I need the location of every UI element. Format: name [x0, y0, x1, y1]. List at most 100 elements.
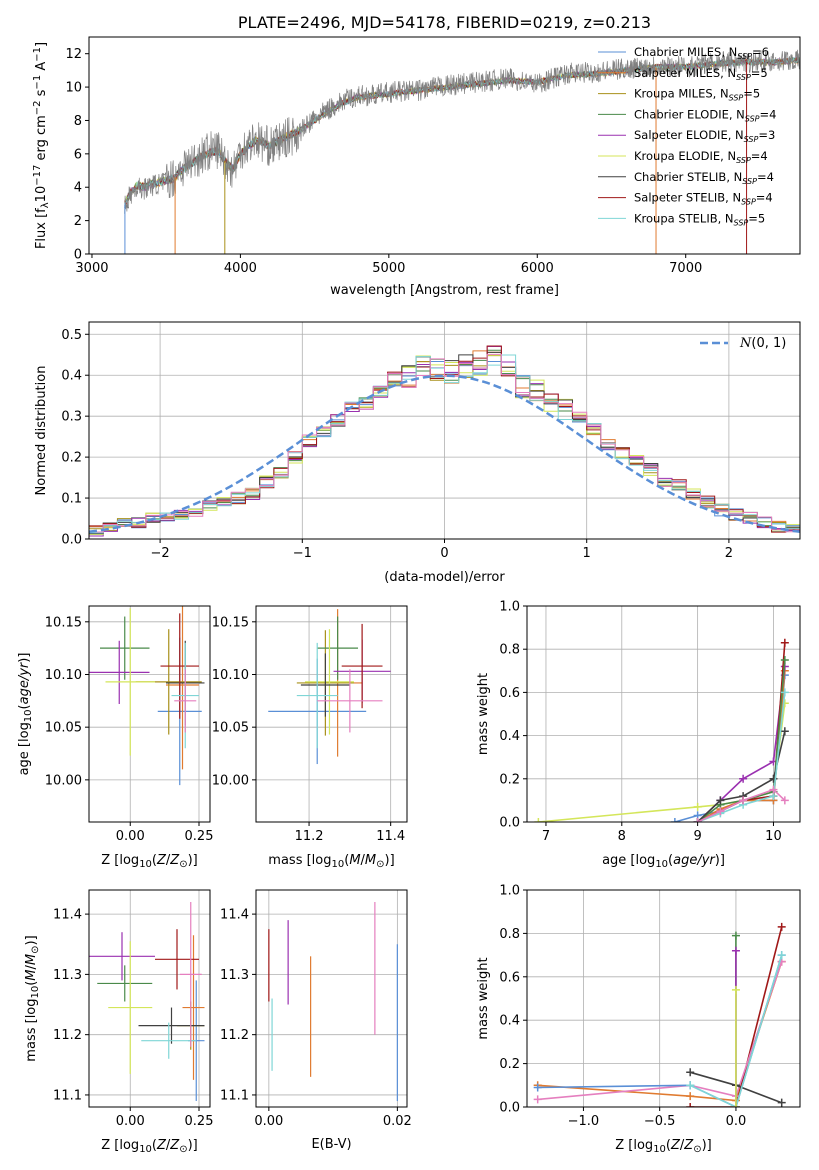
- y-tick-label: 0.0: [499, 816, 520, 831]
- y-tick-label: 4: [74, 181, 82, 196]
- y-tick-label: 10.15: [45, 615, 82, 630]
- x-tick-label: 0.00: [116, 829, 145, 844]
- x-tick-label: 0: [440, 546, 448, 561]
- mass-vs-z-x-axis-label: Z [log10(Z/Z⊙)]: [101, 1138, 198, 1155]
- weight-marker: [739, 774, 748, 783]
- x-tick-label: 2: [725, 546, 733, 561]
- y-tick-label: 11.4: [53, 908, 82, 923]
- y-tick-label: 11.2: [53, 1028, 82, 1043]
- x-tick-label: 7: [542, 829, 550, 844]
- weight-marker: [731, 985, 740, 994]
- y-tick-label: 12: [65, 47, 82, 62]
- y-tick-label: 6: [74, 147, 82, 162]
- spectrum-x-axis-label: wavelength [Angstrom, rest frame]: [330, 283, 559, 298]
- histogram-series: [89, 353, 800, 539]
- plot-massweight-vs-z: −1.0 −0.5 0.0 0.0 0.2 0.4 0.6 0.8 1.0 Z [log10(Z/…: [476, 884, 801, 1155]
- y-tick-label: 0.1: [61, 492, 82, 507]
- plot-spectrum: 3000 4000 5000 6000 7000 0 2 4 6 8 10 12 PLATE=2496,…: [32, 13, 801, 298]
- x-tick-label: 0.25: [185, 1114, 214, 1129]
- y-tick-label: 0.6: [499, 970, 520, 985]
- age-vs-z-y-axis-label: age [log10(age/yr)]: [17, 653, 34, 776]
- weight-marker: [534, 818, 543, 822]
- y-tick-label: 0.2: [499, 772, 520, 787]
- massweight-z-x-axis-label: Z [log10(Z/Z⊙)]: [615, 1138, 712, 1155]
- errorbar-points: [89, 606, 205, 786]
- y-tick-label: 10.10: [45, 668, 82, 683]
- x-tick-label: 10: [765, 829, 782, 844]
- y-tick-label: 0.2: [61, 451, 82, 466]
- x-tick-label: 9: [693, 829, 701, 844]
- legend-entry: Chabrier MILES, NSSP=6: [634, 45, 769, 61]
- weight-marker: [780, 638, 789, 647]
- axes-frame: [88, 321, 801, 540]
- y-tick-label: 10.15: [212, 615, 249, 630]
- plot-mass-vs-z: 0.00 0.25 11.1 11.2 11.3 11.4 Z [log10(Z/Z⊙)] m…: [24, 889, 214, 1155]
- y-tick-label: 0.0: [61, 533, 82, 548]
- axes-frame: [255, 605, 408, 823]
- y-tick-label: 11.4: [220, 908, 249, 923]
- x-tick-label: 6000: [521, 261, 554, 276]
- weight-line: [697, 692, 786, 822]
- spectrum-title: PLATE=2496, MJD=54178, FIBERID=0219, z=0…: [238, 13, 651, 32]
- weight-marker: [777, 922, 786, 931]
- y-tick-label: 11.3: [53, 968, 82, 983]
- plot-age-vs-z: 0.00 0.25 10.00 10.05 10.10 10.15 Z [log10(Z/Z…: [17, 605, 214, 870]
- spectrum-y-axis-label: Flux [fλ10−17 erg cm−2 s−1 A−1]: [32, 42, 51, 249]
- y-tick-label: 0.2: [499, 1057, 520, 1072]
- weight-marker: [686, 1092, 695, 1101]
- data-spectrum-line: [124, 49, 800, 214]
- mass-vs-z-y-axis-label: mass [log10(M/M⊙)]: [24, 935, 41, 1061]
- x-tick-label: 3000: [75, 261, 108, 276]
- residuals-x-axis-label: (data-model)/error: [384, 570, 505, 585]
- y-tick-label: 0.0: [499, 1101, 520, 1116]
- weight-line: [690, 926, 783, 1107]
- x-tick-label: 4000: [224, 261, 257, 276]
- y-tick-label: 0.8: [499, 643, 520, 658]
- y-tick-label: 0.4: [61, 369, 82, 384]
- weight-marker: [780, 727, 789, 736]
- x-tick-label: 1: [583, 546, 591, 561]
- x-tick-label: 11.4: [376, 829, 405, 844]
- y-tick-label: 0.4: [499, 729, 520, 744]
- weight-marker: [780, 688, 789, 697]
- spectrum-lines: [124, 49, 800, 254]
- weight-marker: [670, 818, 679, 822]
- plot-residuals: −2 −1 0 1 2 0.0 0.1 0.2 0.3 0.4 0.5 (data-model)/er…: [34, 321, 801, 585]
- y-tick-label: 11.3: [220, 968, 249, 983]
- axes-frame: [88, 605, 211, 823]
- weight-marker: [769, 785, 778, 794]
- legend-entry: Chabrier STELIB, NSSP=4: [634, 170, 774, 186]
- x-tick-label: 11.2: [295, 829, 324, 844]
- age-vs-mass-x-axis-label: mass [log10(M/M⊙)]: [268, 853, 394, 870]
- y-tick-label: 10.05: [45, 721, 82, 736]
- legend-entry: Kroupa STELIB, NSSP=5: [634, 211, 765, 227]
- y-tick-label: 0.6: [499, 686, 520, 701]
- x-tick-label: 7000: [669, 261, 702, 276]
- ebv-x-axis-label: E(B-V): [311, 1137, 351, 1152]
- residuals-y-axis-label: Normed distribution: [34, 366, 49, 496]
- legend-entry: Chabrier ELODIE, NSSP=4: [634, 107, 776, 123]
- weight-marker: [731, 946, 740, 955]
- weight-marker: [533, 1095, 542, 1104]
- y-tick-label: 0.8: [499, 927, 520, 942]
- legend-entry: Kroupa MILES, NSSP=5: [634, 87, 760, 103]
- weight-marker: [777, 1098, 786, 1107]
- y-tick-label: 2: [74, 214, 82, 229]
- y-tick-label: 10.00: [45, 773, 82, 788]
- weight-marker: [731, 1103, 740, 1107]
- x-tick-label: 8: [618, 829, 626, 844]
- errorbar-points: [268, 609, 391, 765]
- x-tick-label: 0.25: [185, 829, 214, 844]
- normal-curve: [88, 374, 801, 534]
- axes-frame: [88, 889, 211, 1108]
- weight-line: [697, 670, 786, 822]
- weight-marker: [780, 656, 789, 664]
- legend-entry: Kroupa ELODIE, NSSP=4: [634, 149, 768, 165]
- mass-weight-y-axis-label: mass weight: [476, 957, 491, 1039]
- histogram-steps: [89, 345, 800, 539]
- y-tick-label: 10.05: [212, 721, 249, 736]
- legend-entry: Salpeter MILES, NSSP=5: [634, 66, 768, 82]
- weight-marker: [686, 1068, 695, 1077]
- weight-marker: [731, 931, 740, 940]
- weight-marker: [693, 802, 702, 811]
